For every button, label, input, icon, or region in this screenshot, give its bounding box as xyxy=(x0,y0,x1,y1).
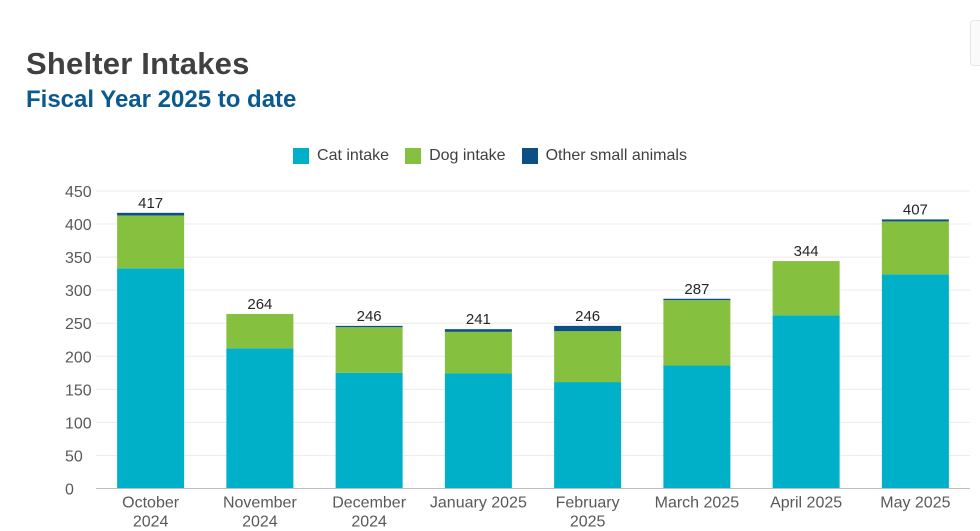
bar-segment-dog-intake[interactable] xyxy=(226,313,294,349)
x-tick-label: January 2025 xyxy=(430,495,527,512)
bar-segment-dog-intake[interactable] xyxy=(554,331,622,383)
bar-segment-cat-intake[interactable] xyxy=(444,373,512,489)
y-tick-label: 50 xyxy=(65,448,83,465)
legend-item-other[interactable]: Other small animals xyxy=(521,147,687,165)
bar-segment-dog-intake[interactable] xyxy=(772,261,840,316)
y-tick-label: 200 xyxy=(65,349,92,366)
x-tick-label: November 2024 xyxy=(223,495,297,531)
y-axis: 0 50 100 150 200 250 300 350 400 450 xyxy=(65,184,92,499)
y-tick-label: 400 xyxy=(65,217,92,234)
bar-segment-cat-intake[interactable] xyxy=(554,382,622,489)
x-tick-label: May 2025 xyxy=(880,495,950,512)
bar-total-label: 344 xyxy=(794,243,819,260)
y-tick-label: 250 xyxy=(65,316,92,333)
y-tick-label: 100 xyxy=(65,415,92,432)
bar-segment-dog-intake[interactable] xyxy=(335,327,403,373)
bar-segment-cat-intake[interactable] xyxy=(772,315,840,489)
legend-swatch-other xyxy=(521,148,538,164)
total-labels: 417 264 246 241 246 287 344 407 xyxy=(138,195,928,328)
x-tick-label: December 2024 xyxy=(332,495,406,531)
bar-total-label: 246 xyxy=(575,308,600,325)
bar-segment-cat-intake[interactable] xyxy=(881,274,949,489)
bar-total-label: 241 xyxy=(466,311,491,328)
chart-subtitle: Fiscal Year 2025 to date xyxy=(26,86,297,113)
y-tick-label: 350 xyxy=(65,250,92,267)
x-tick-label: April 2025 xyxy=(770,495,842,512)
bar-segment-dog-intake[interactable] xyxy=(117,215,185,269)
legend-swatch-dog xyxy=(405,148,422,164)
bar-segment-cat-intake[interactable] xyxy=(117,268,185,489)
bar-total-label: 407 xyxy=(903,201,928,218)
bar-segment-other-small-animals[interactable] xyxy=(554,325,622,332)
chart-legend: Cat intake Dog intake Other small animal… xyxy=(0,147,980,165)
bars xyxy=(117,212,949,489)
bar-segment-dog-intake[interactable] xyxy=(881,221,949,275)
bar-segment-other-small-animals[interactable] xyxy=(663,298,731,301)
x-tick-label: February 2025 xyxy=(556,495,620,531)
legend-swatch-cat xyxy=(293,148,310,164)
bar-total-label: 264 xyxy=(247,296,272,313)
legend-item-cat[interactable]: Cat intake xyxy=(293,147,389,165)
bar-segment-cat-intake[interactable] xyxy=(663,365,731,489)
bar-segment-other-small-animals[interactable] xyxy=(335,325,403,328)
bar-segment-cat-intake[interactable] xyxy=(226,348,294,489)
bar-segment-dog-intake[interactable] xyxy=(444,331,512,374)
y-tick-label: 150 xyxy=(65,382,92,399)
bar-segment-cat-intake[interactable] xyxy=(335,372,403,489)
bar-segment-other-small-animals[interactable] xyxy=(444,329,512,332)
x-tick-label: October 2024 xyxy=(122,495,180,531)
legend-label-cat: Cat intake xyxy=(317,147,390,164)
y-tick-label: 0 xyxy=(65,482,74,499)
y-tick-label: 300 xyxy=(65,283,92,300)
bar-segment-dog-intake[interactable] xyxy=(663,300,731,366)
bar-total-label: 246 xyxy=(357,308,382,325)
legend-label-other: Other small animals xyxy=(545,147,687,164)
bar-total-label: 417 xyxy=(138,195,163,212)
panel-edge-tab xyxy=(970,20,980,66)
bar-segment-other-small-animals[interactable] xyxy=(881,219,949,222)
legend-item-dog[interactable]: Dog intake xyxy=(405,147,506,165)
x-axis: October 2024 November 2024 December 2024 Janua… xyxy=(96,488,970,531)
y-tick-label: 450 xyxy=(65,184,92,201)
chart-title: Shelter Intakes xyxy=(26,46,250,81)
legend-label-dog: Dog intake xyxy=(429,147,506,164)
bar-total-label: 287 xyxy=(684,281,709,298)
x-tick-label: March 2025 xyxy=(655,495,740,512)
bar-segment-other-small-animals[interactable] xyxy=(117,212,185,216)
